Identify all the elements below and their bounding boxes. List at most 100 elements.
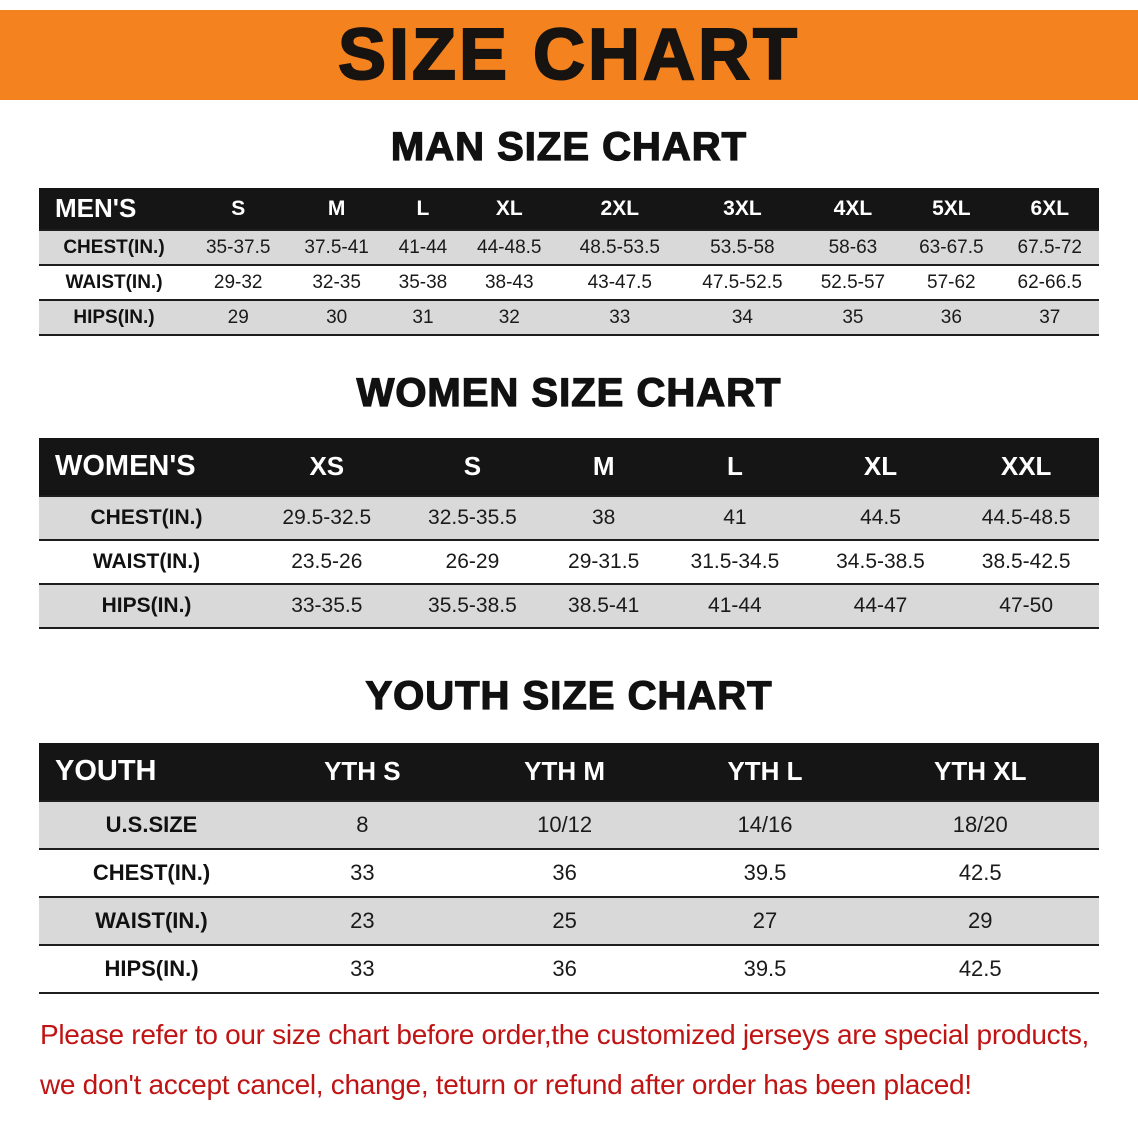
measurement-value-cell: 32 bbox=[460, 299, 559, 336]
measurement-value-cell: 34.5-38.5 bbox=[807, 539, 954, 585]
size-column-header: 5XL bbox=[902, 188, 1001, 230]
men-size-table: MEN'S S M L XL 2XL 3XL 4XL 5XL 6XL CHEST(IN.) 35-37… bbox=[39, 188, 1099, 336]
measurement-value-cell: 23.5-26 bbox=[254, 539, 400, 585]
measurement-value-cell: 35 bbox=[803, 299, 903, 336]
size-column-header: YTH XL bbox=[861, 743, 1099, 801]
size-column-header: L bbox=[662, 438, 808, 496]
measurement-value-cell: 33-35.5 bbox=[254, 583, 400, 629]
measurement-value-cell: 26-29 bbox=[399, 539, 546, 585]
size-column-header: XXL bbox=[953, 438, 1099, 496]
row-label-cell: HIPS(IN.) bbox=[39, 299, 189, 336]
measurement-row: U.S.SIZE 8 10/12 14/16 18/20 bbox=[39, 800, 1099, 850]
measurement-value-cell: 43-47.5 bbox=[558, 264, 682, 301]
youth-size-table: YOUTH YTH S YTH M YTH L YTH XL U.S.SIZE 8 10/12… bbox=[39, 743, 1099, 994]
men-section-heading: MAN SIZE CHART bbox=[390, 124, 748, 169]
measurement-value-cell: 47-50 bbox=[953, 583, 1099, 629]
measurement-value-cell: 29 bbox=[861, 896, 1099, 946]
measurement-value-cell: 36 bbox=[902, 299, 1001, 336]
size-column-header: XL bbox=[460, 188, 559, 230]
measurement-value-cell: 41-44 bbox=[385, 229, 461, 266]
measurement-value-cell: 39.5 bbox=[668, 944, 862, 994]
measurement-value-cell: 27 bbox=[668, 896, 862, 946]
size-column-header: XS bbox=[254, 438, 400, 496]
measurement-value-cell: 41 bbox=[662, 495, 808, 541]
row-label-cell: HIPS(IN.) bbox=[39, 583, 254, 629]
table-header-row: MEN'S S M L XL 2XL 3XL 4XL 5XL 6XL bbox=[39, 188, 1099, 230]
measurement-value-cell: 29 bbox=[189, 299, 288, 336]
measurement-value-cell: 37.5-41 bbox=[287, 229, 386, 266]
measurement-value-cell: 38 bbox=[545, 495, 663, 541]
row-label-cell: CHEST(IN.) bbox=[39, 495, 254, 541]
measurement-row: HIPS(IN.) 29 30 31 32 33 34 35 36 37 bbox=[39, 299, 1099, 336]
table-title-cell: MEN'S bbox=[39, 188, 189, 230]
size-column-header: YTH M bbox=[460, 743, 669, 801]
measurement-value-cell: 10/12 bbox=[460, 800, 669, 850]
measurement-value-cell: 48.5-53.5 bbox=[558, 229, 682, 266]
size-column-header: L bbox=[385, 188, 461, 230]
measurement-value-cell: 47.5-52.5 bbox=[681, 264, 804, 301]
measurement-value-cell: 31.5-34.5 bbox=[662, 539, 808, 585]
disclaimer-line-1: Please refer to our size chart before or… bbox=[40, 1019, 1090, 1050]
size-column-header: M bbox=[287, 188, 386, 230]
measurement-value-cell: 38.5-42.5 bbox=[953, 539, 1099, 585]
size-column-header: 2XL bbox=[558, 188, 682, 230]
measurement-value-cell: 42.5 bbox=[861, 944, 1099, 994]
measurement-value-cell: 37 bbox=[1000, 299, 1099, 336]
measurement-value-cell: 23 bbox=[264, 896, 461, 946]
row-label-cell: U.S.SIZE bbox=[39, 800, 264, 850]
table-title-cell: YOUTH bbox=[39, 743, 264, 801]
measurement-value-cell: 38-43 bbox=[460, 264, 559, 301]
measurement-value-cell: 38.5-41 bbox=[545, 583, 663, 629]
measurement-value-cell: 32.5-35.5 bbox=[399, 495, 546, 541]
measurement-value-cell: 25 bbox=[460, 896, 669, 946]
measurement-value-cell: 33 bbox=[264, 848, 461, 898]
measurement-value-cell: 42.5 bbox=[861, 848, 1099, 898]
size-chart-page: SIZE CHART MAN SIZE CHART MEN'S S M L XL 2XL 3… bbox=[0, 10, 1138, 1110]
size-column-header: 4XL bbox=[803, 188, 903, 230]
measurement-value-cell: 34 bbox=[681, 299, 804, 336]
measurement-value-cell: 30 bbox=[287, 299, 386, 336]
size-column-header: S bbox=[189, 188, 288, 230]
women-size-table: WOMEN'S XS S M L XL XXL CHEST(IN.) 29.5-32.5 32.5… bbox=[39, 438, 1099, 629]
measurement-value-cell: 33 bbox=[264, 944, 461, 994]
size-column-header: 6XL bbox=[1000, 188, 1099, 230]
size-column-header: M bbox=[545, 438, 663, 496]
measurement-row: WAIST(IN.) 29-32 32-35 35-38 38-43 43-47.5 47.… bbox=[39, 264, 1099, 301]
measurement-value-cell: 33 bbox=[558, 299, 682, 336]
youth-section-heading: YOUTH SIZE CHART bbox=[365, 673, 773, 718]
measurement-row: CHEST(IN.) 35-37.5 37.5-41 41-44 44-48.5 48.5… bbox=[39, 229, 1099, 266]
measurement-value-cell: 39.5 bbox=[668, 848, 862, 898]
disclaimer-line-2: we don't accept cancel, change, teturn o… bbox=[40, 1069, 972, 1100]
measurement-value-cell: 41-44 bbox=[662, 583, 808, 629]
measurement-value-cell: 52.5-57 bbox=[803, 264, 903, 301]
disclaimer-note: Please refer to our size chart before or… bbox=[40, 1010, 1098, 1110]
measurement-value-cell: 44-47 bbox=[807, 583, 954, 629]
measurement-value-cell: 62-66.5 bbox=[1000, 264, 1099, 301]
measurement-value-cell: 29-31.5 bbox=[545, 539, 663, 585]
page-title: SIZE CHART bbox=[337, 15, 800, 95]
row-label-cell: HIPS(IN.) bbox=[39, 944, 264, 994]
measurement-row: HIPS(IN.) 33-35.5 35.5-38.5 38.5-41 41-44 44-… bbox=[39, 583, 1099, 629]
measurement-value-cell: 36 bbox=[460, 848, 669, 898]
measurement-value-cell: 14/16 bbox=[668, 800, 862, 850]
measurement-value-cell: 63-67.5 bbox=[902, 229, 1001, 266]
youth-size-section: YOUTH SIZE CHART YOUTH YTH S YTH M YTH L YTH… bbox=[0, 673, 1138, 994]
measurement-value-cell: 29-32 bbox=[189, 264, 288, 301]
women-size-section: WOMEN SIZE CHART WOMEN'S XS S M L XL XXL CHEST(… bbox=[0, 370, 1138, 629]
measurement-value-cell: 57-62 bbox=[902, 264, 1001, 301]
measurement-value-cell: 8 bbox=[264, 800, 461, 850]
women-section-heading: WOMEN SIZE CHART bbox=[356, 370, 782, 415]
size-column-header: XL bbox=[807, 438, 954, 496]
measurement-row: HIPS(IN.) 33 36 39.5 42.5 bbox=[39, 944, 1099, 994]
size-column-header: YTH S bbox=[264, 743, 461, 801]
measurement-value-cell: 31 bbox=[385, 299, 461, 336]
measurement-value-cell: 35-37.5 bbox=[189, 229, 288, 266]
size-column-header: YTH L bbox=[668, 743, 862, 801]
measurement-row: WAIST(IN.) 23.5-26 26-29 29-31.5 31.5-34.5 34… bbox=[39, 539, 1099, 585]
measurement-value-cell: 29.5-32.5 bbox=[254, 495, 400, 541]
measurement-value-cell: 32-35 bbox=[287, 264, 386, 301]
table-header-row: WOMEN'S XS S M L XL XXL bbox=[39, 438, 1099, 496]
row-label-cell: CHEST(IN.) bbox=[39, 848, 264, 898]
measurement-value-cell: 44.5-48.5 bbox=[953, 495, 1099, 541]
measurement-row: CHEST(IN.) 29.5-32.5 32.5-35.5 38 41 44.5 44.5… bbox=[39, 495, 1099, 541]
